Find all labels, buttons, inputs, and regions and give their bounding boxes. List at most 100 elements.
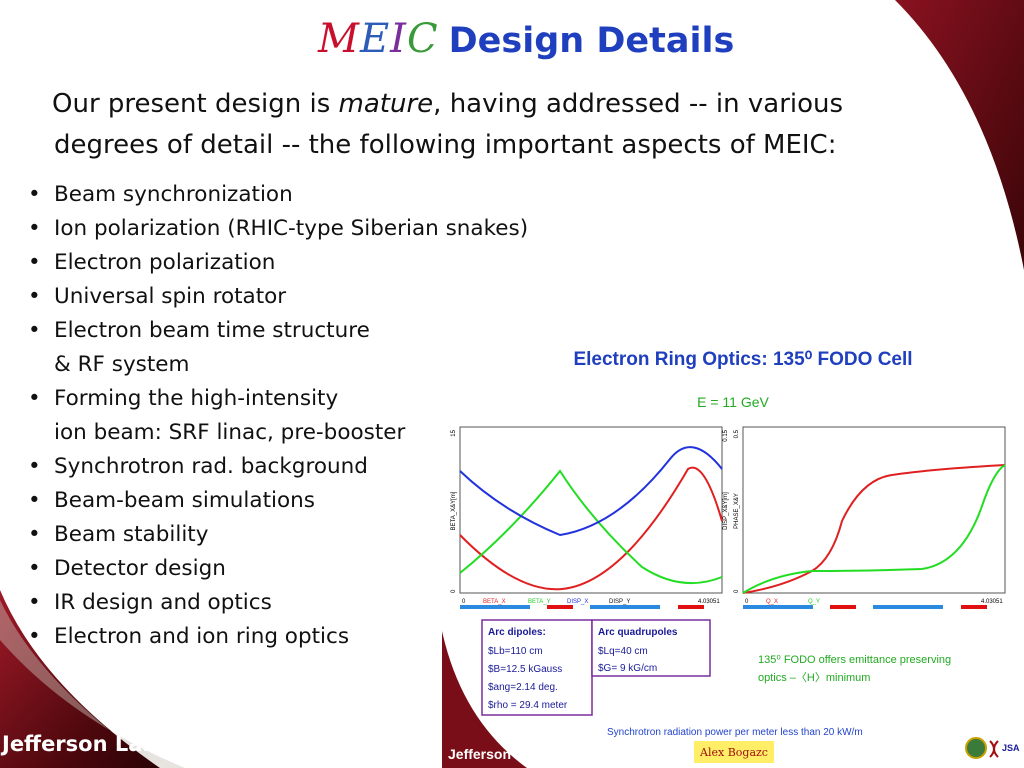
figure-title: Electron Ring Optics: 135⁰ FODO Cell xyxy=(573,349,912,370)
list-item-text: Electron and ion ring optics xyxy=(54,624,350,649)
left-ylabel-right: DISP_X&Y[m] xyxy=(723,492,729,530)
list-item-text: Electron beam time structure xyxy=(54,318,370,343)
legend-disp-y: DISP_Y xyxy=(609,599,630,605)
list-item: Beam stability xyxy=(28,518,528,552)
aspects-list: Beam synchronization Ion polarization (RH… xyxy=(28,178,528,654)
dipole-block xyxy=(460,605,530,609)
left-xmax-label: 4.03051 xyxy=(698,599,720,605)
legend-q-x: Q_X xyxy=(766,599,778,605)
list-item: IR design and optics xyxy=(28,586,528,620)
list-item-text: Beam-beam simulations xyxy=(54,488,315,513)
jsa-swirl-icon xyxy=(989,740,999,758)
dipole-block xyxy=(743,605,813,609)
intro-line-1: Our present design is mature, having add… xyxy=(52,84,972,125)
list-item-text-continued: & RF system xyxy=(54,352,190,377)
list-item: Forming the high-intensity ion beam: SRF … xyxy=(28,382,528,450)
list-item: Beam synchronization xyxy=(28,178,528,212)
arc-dipole-param: $B=12.5 kGauss xyxy=(488,664,562,675)
list-item-text: Universal spin rotator xyxy=(54,284,287,309)
intro-text: , having addressed -- in various xyxy=(433,89,844,119)
left-ymax-label: 15 xyxy=(451,429,457,436)
arc-quadrupoles-frame xyxy=(591,619,711,677)
list-item-text: Beam stability xyxy=(54,522,209,547)
list-item: Electron polarization xyxy=(28,246,528,280)
fodo-note-line-2: optics –〈H〉minimum xyxy=(758,671,870,684)
q-x-curve xyxy=(742,464,1006,594)
list-item: Synchrotron rad. background xyxy=(28,450,528,484)
slide-title: MEIC Design Details xyxy=(318,16,734,66)
list-item: Electron beam time structure & RF system xyxy=(28,314,528,382)
quadrupole-block xyxy=(678,605,704,609)
meic-logo-letter: M xyxy=(318,16,360,62)
figure-swoosh xyxy=(442,631,527,768)
right-plot-frame xyxy=(742,426,1006,594)
list-item-text: Forming the high-intensity xyxy=(54,386,339,411)
arc-quadrupole-param: $G= 9 kG/cm xyxy=(598,663,657,674)
arc-quadrupoles-box: Arc quadrupoles $Lq=40 cm $G= 9 kG/cm xyxy=(591,619,711,677)
q-y-curve xyxy=(742,464,1006,594)
left-ymin-label: 0 xyxy=(451,589,457,593)
author-badge xyxy=(694,741,774,763)
list-item-text: Synchrotron rad. background xyxy=(54,454,368,479)
meic-logo-letter: E xyxy=(359,16,391,62)
right-ylabel: PHASE_X&Y xyxy=(734,493,740,529)
list-item-text: Ion polarization (RHIC-type Siberian sna… xyxy=(54,216,529,241)
fodo-note-line-1: 135⁰ FODO offers emittance preserving xyxy=(758,654,951,666)
arc-dipoles-heading: Arc dipoles: xyxy=(488,627,546,638)
legend-beta-x: BETA_X xyxy=(483,599,506,605)
arc-dipole-param: $rho = 29.4 meter xyxy=(488,700,568,711)
legend-disp-x: DISP_X xyxy=(567,599,588,605)
legend-beta-y: BETA_Y xyxy=(528,599,551,605)
list-item: Beam-beam simulations xyxy=(28,484,528,518)
left-ylabel: BETA_X&Y[m] xyxy=(451,491,457,530)
intro-paragraph: Our present design is mature, having add… xyxy=(52,84,972,166)
arc-quadrupoles-heading: Arc quadrupoles xyxy=(598,627,678,638)
beta-y-curve xyxy=(459,469,723,585)
meic-logo-letter: I xyxy=(390,16,407,62)
right-ymin-label: 0 xyxy=(734,589,740,593)
disp-x-curve xyxy=(459,446,723,537)
legend-q-y: Q_Y xyxy=(808,599,820,605)
left-magnet-lattice-bar xyxy=(460,605,704,609)
figure-jefferson-lab-logo: Jefferson Lab xyxy=(448,746,540,762)
list-item-text: Detector design xyxy=(54,556,226,581)
right-plot: 0.5 0 PHASE_X&Y 0 4.03051 Q_X Q_Y xyxy=(734,426,1006,609)
arc-quadrupole-param: $Lq=40 cm xyxy=(598,646,648,657)
quadrupole-block xyxy=(961,605,987,609)
doe-seal-icon xyxy=(965,737,987,759)
author-name: Alex Bogazc xyxy=(699,746,768,759)
intro-emphasis: mature xyxy=(338,89,434,119)
optics-figure: Electron Ring Optics: 135⁰ FODO Cell E =… xyxy=(442,331,1024,768)
quadrupole-block xyxy=(830,605,856,609)
slide-title-text: Design Details xyxy=(448,21,735,61)
intro-text: Our present design is xyxy=(52,89,339,119)
synchrotron-note: Synchrotron radiation power per meter le… xyxy=(607,727,863,738)
figure-subtitle: E = 11 GeV xyxy=(697,394,769,410)
right-xmax-label: 4.03051 xyxy=(981,599,1003,605)
arc-dipole-param: $ang=2.14 deg. xyxy=(488,682,558,693)
list-item-text: Electron polarization xyxy=(54,250,276,275)
left-xmin-label: 0 xyxy=(462,599,466,605)
list-item: Ion polarization (RHIC-type Siberian sna… xyxy=(28,212,528,246)
jefferson-lab-logo: Jefferson Lab xyxy=(2,732,158,756)
dipole-block xyxy=(873,605,943,609)
list-item: Detector design xyxy=(28,552,528,586)
beta-x-curve xyxy=(459,466,723,591)
arc-dipoles-box: Arc dipoles: $Lb=110 cm $B=12.5 kGauss $… xyxy=(481,619,593,716)
list-item-text: Beam synchronization xyxy=(54,182,293,207)
left-ymax-right-label: 0.15 xyxy=(723,429,729,441)
arc-dipole-param: $Lb=110 cm xyxy=(488,646,543,657)
dipole-block xyxy=(590,605,660,609)
right-ymax-label: 0.5 xyxy=(734,429,740,438)
meic-logo-letter: C xyxy=(406,16,439,62)
left-plot-frame xyxy=(459,426,723,594)
right-magnet-lattice-bar xyxy=(743,605,987,609)
left-plot: 15 0.15 0 BETA_X&Y[m] DISP_X&Y[m] 0 4.03… xyxy=(451,426,729,609)
jsa-logo: JSA xyxy=(1002,743,1020,753)
quadrupole-block xyxy=(547,605,573,609)
list-item-text-continued: ion beam: SRF linac, pre-booster xyxy=(54,420,406,445)
intro-line-2: degrees of detail -- the following impor… xyxy=(54,130,837,160)
meic-logo: MEIC xyxy=(318,16,439,62)
list-item: Universal spin rotator xyxy=(28,280,528,314)
